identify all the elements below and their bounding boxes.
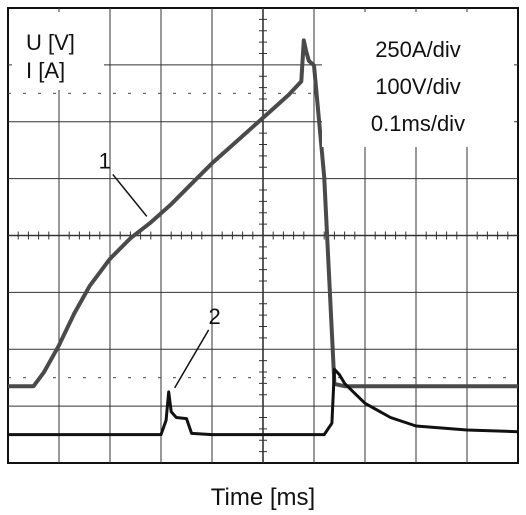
traces <box>8 38 519 437</box>
trace-2-leader <box>174 329 210 389</box>
trace-1-leader <box>112 173 148 217</box>
y-label-current: I [A] <box>26 58 65 83</box>
x-axis-label: Time [ms] <box>211 484 315 511</box>
label-box-left <box>12 12 104 90</box>
trace-2-voltage <box>8 367 519 437</box>
scale-time: 0.1ms/div <box>371 111 465 136</box>
y-label-voltage: U [V] <box>26 30 75 55</box>
label-box-right <box>322 12 514 147</box>
trace-1-current <box>8 38 518 389</box>
annotations: 12 <box>99 148 221 389</box>
scale-current: 250A/div <box>375 37 461 62</box>
scale-voltage: 100V/div <box>375 74 461 99</box>
trace-1-label: 1 <box>99 148 111 173</box>
trace-2-label: 2 <box>209 304 221 329</box>
